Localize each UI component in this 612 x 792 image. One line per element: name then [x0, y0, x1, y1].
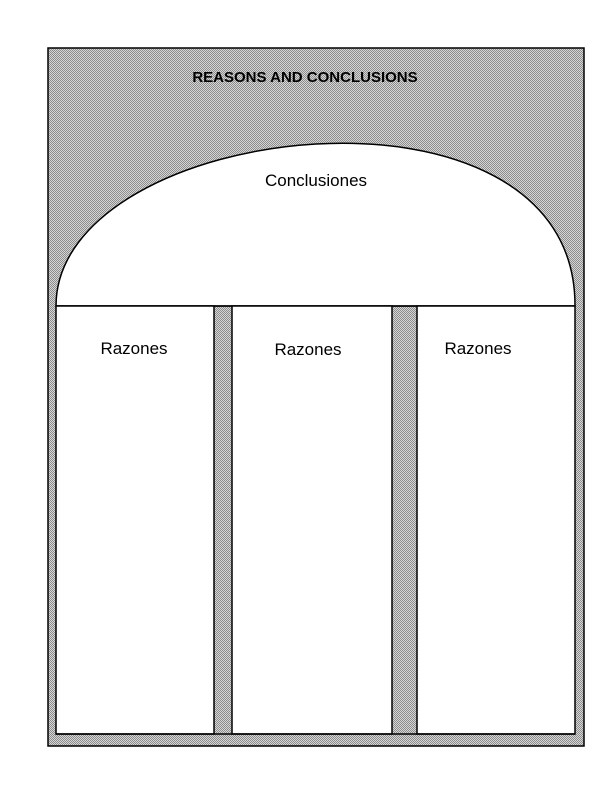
conclusion-label: Conclusiones [265, 171, 367, 190]
reason-label-3: Razones [444, 339, 511, 358]
reason-column-1 [55, 305, 215, 735]
page-title: REASONS AND CONCLUSIONS [192, 69, 417, 86]
reason-label-1: Razones [100, 339, 167, 358]
reason-column-3 [416, 305, 576, 735]
conclusion-arch [55, 142, 576, 307]
reason-label-2: Razones [274, 340, 341, 359]
reason-column-2 [231, 305, 393, 735]
